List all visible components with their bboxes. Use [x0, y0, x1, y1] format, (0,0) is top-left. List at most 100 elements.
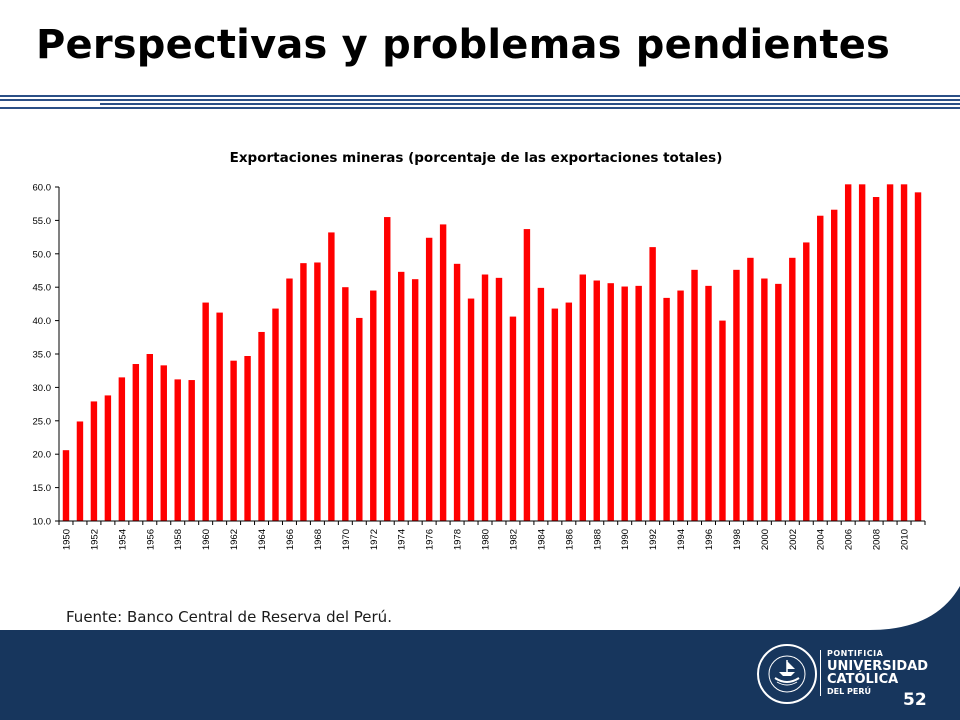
x-tick-label: 1964: [257, 529, 268, 550]
bar-1984: [537, 287, 545, 521]
bar-1950: [62, 450, 70, 521]
x-tick-label: 1972: [369, 529, 380, 550]
x-tick-label: 1952: [89, 529, 100, 550]
x-tick-label: 1990: [620, 529, 631, 550]
bar-1992: [649, 247, 656, 521]
bars: [62, 184, 922, 522]
bar-1996: [705, 285, 712, 521]
y-tick-label: 45.0: [33, 283, 52, 294]
x-tick-label: 1980: [481, 529, 492, 550]
bar-1970: [342, 287, 349, 521]
bar-1983: [523, 229, 531, 522]
bar-1959: [188, 380, 195, 521]
bar-1971: [356, 317, 363, 521]
y-tick-label: 55.0: [33, 216, 52, 227]
bar-1972: [370, 290, 377, 521]
chart-title: Exportaciones mineras (porcentaje de las…: [230, 150, 723, 166]
bar-1963: [244, 356, 251, 521]
slide-title: Perspectivas y problemas pendientes: [36, 22, 891, 68]
bar-1952: [90, 401, 98, 521]
x-tick-label: 1968: [313, 529, 324, 550]
bar-1965: [272, 308, 279, 521]
y-tick-label: 25.0: [33, 416, 52, 427]
bar-1993: [663, 297, 670, 521]
bar-1994: [677, 290, 684, 521]
bar-1990: [621, 286, 628, 521]
bar-2002: [789, 257, 796, 521]
x-tick-label: 1994: [676, 529, 687, 550]
footer-band: [0, 586, 960, 720]
bar-1986: [565, 302, 573, 521]
logo-line2: UNIVERSIDAD: [827, 659, 929, 674]
logo-text: PONTIFICIA UNIVERSIDAD CATÓLICA DEL PERÚ: [827, 650, 928, 696]
bar-1951: [76, 421, 84, 521]
logo-divider: [820, 650, 821, 696]
x-tick-label: 2008: [872, 529, 883, 550]
x-axis: 1950 1952 1954 1956 1958 1960 1962 1964 1966 1968…: [58, 520, 926, 550]
y-tick-label: 30.0: [33, 383, 52, 394]
x-tick-label: 1984: [536, 529, 547, 550]
bar-1956: [146, 354, 154, 521]
x-tick-label: 1962: [229, 529, 240, 550]
bar-1977: [439, 224, 447, 521]
bar-2008: [872, 197, 880, 521]
y-tick-label: 20.0: [33, 450, 52, 461]
x-tick-label: 2006: [844, 529, 855, 550]
logo-line4: DEL PERÚ: [827, 687, 871, 696]
x-tick-label: 1978: [453, 529, 464, 550]
bar-1954: [118, 377, 126, 521]
x-tick-label: 1958: [173, 529, 184, 550]
bar-1985: [551, 308, 559, 521]
bar-1988: [593, 280, 600, 521]
bar-1991: [635, 285, 642, 521]
bar-2009: [886, 184, 894, 521]
bar-1979: [467, 298, 475, 521]
y-tick-label: 40.0: [33, 316, 52, 327]
bar-1973: [384, 217, 391, 521]
bar-2004: [817, 215, 824, 521]
bar-1955: [132, 364, 140, 521]
x-tick-label: 1954: [117, 529, 128, 550]
bar-2005: [830, 209, 838, 521]
bar-2003: [803, 242, 810, 521]
y-tick-label: 35.0: [33, 350, 52, 361]
bar-1981: [495, 277, 503, 521]
bar-2010: [900, 184, 908, 521]
logo-line1: PONTIFICIA: [827, 649, 884, 658]
bar-1982: [509, 316, 517, 521]
x-tick-label: 2000: [760, 529, 771, 550]
x-tick-label: 1976: [425, 529, 436, 550]
bar-1964: [258, 331, 265, 521]
bar-1999: [747, 257, 754, 521]
bar-1978: [453, 263, 461, 521]
footer-shape: [0, 586, 960, 720]
x-tick-label: 1986: [564, 529, 575, 550]
bar-1989: [607, 283, 614, 521]
x-tick-label: 2002: [788, 529, 799, 550]
chart-svg: Exportaciones mineras (porcentaje de las…: [33, 150, 926, 550]
x-tick-label: 1996: [704, 529, 715, 550]
bar-2007: [858, 184, 866, 521]
x-tick-label: 2010: [900, 529, 911, 550]
x-tick-label: 1998: [732, 529, 743, 550]
bar-1961: [216, 312, 223, 521]
page-number: 52: [903, 690, 927, 710]
bar-1958: [174, 379, 181, 521]
bar-1962: [230, 360, 237, 521]
x-tick-label: 1974: [397, 529, 408, 550]
university-logo: PONTIFICIA UNIVERSIDAD CATÓLICA DEL PERÚ: [755, 640, 935, 710]
y-tick-label: 50.0: [33, 249, 52, 260]
bar-1967: [300, 263, 307, 521]
university-seal-icon: [757, 644, 817, 704]
x-tick-label: 1992: [648, 529, 659, 550]
bar-2001: [775, 283, 782, 521]
bar-1998: [733, 269, 740, 521]
bar-1987: [579, 274, 587, 521]
bar-1953: [104, 395, 112, 521]
x-tick-label: 1966: [285, 529, 296, 550]
x-tick-label: 1950: [61, 529, 72, 550]
logo-line3: CATÓLICA: [827, 672, 899, 687]
x-tick-label: 2004: [816, 529, 827, 550]
chart: Exportaciones mineras (porcentaje de las…: [0, 140, 960, 580]
x-tick-label: 1982: [508, 529, 519, 550]
